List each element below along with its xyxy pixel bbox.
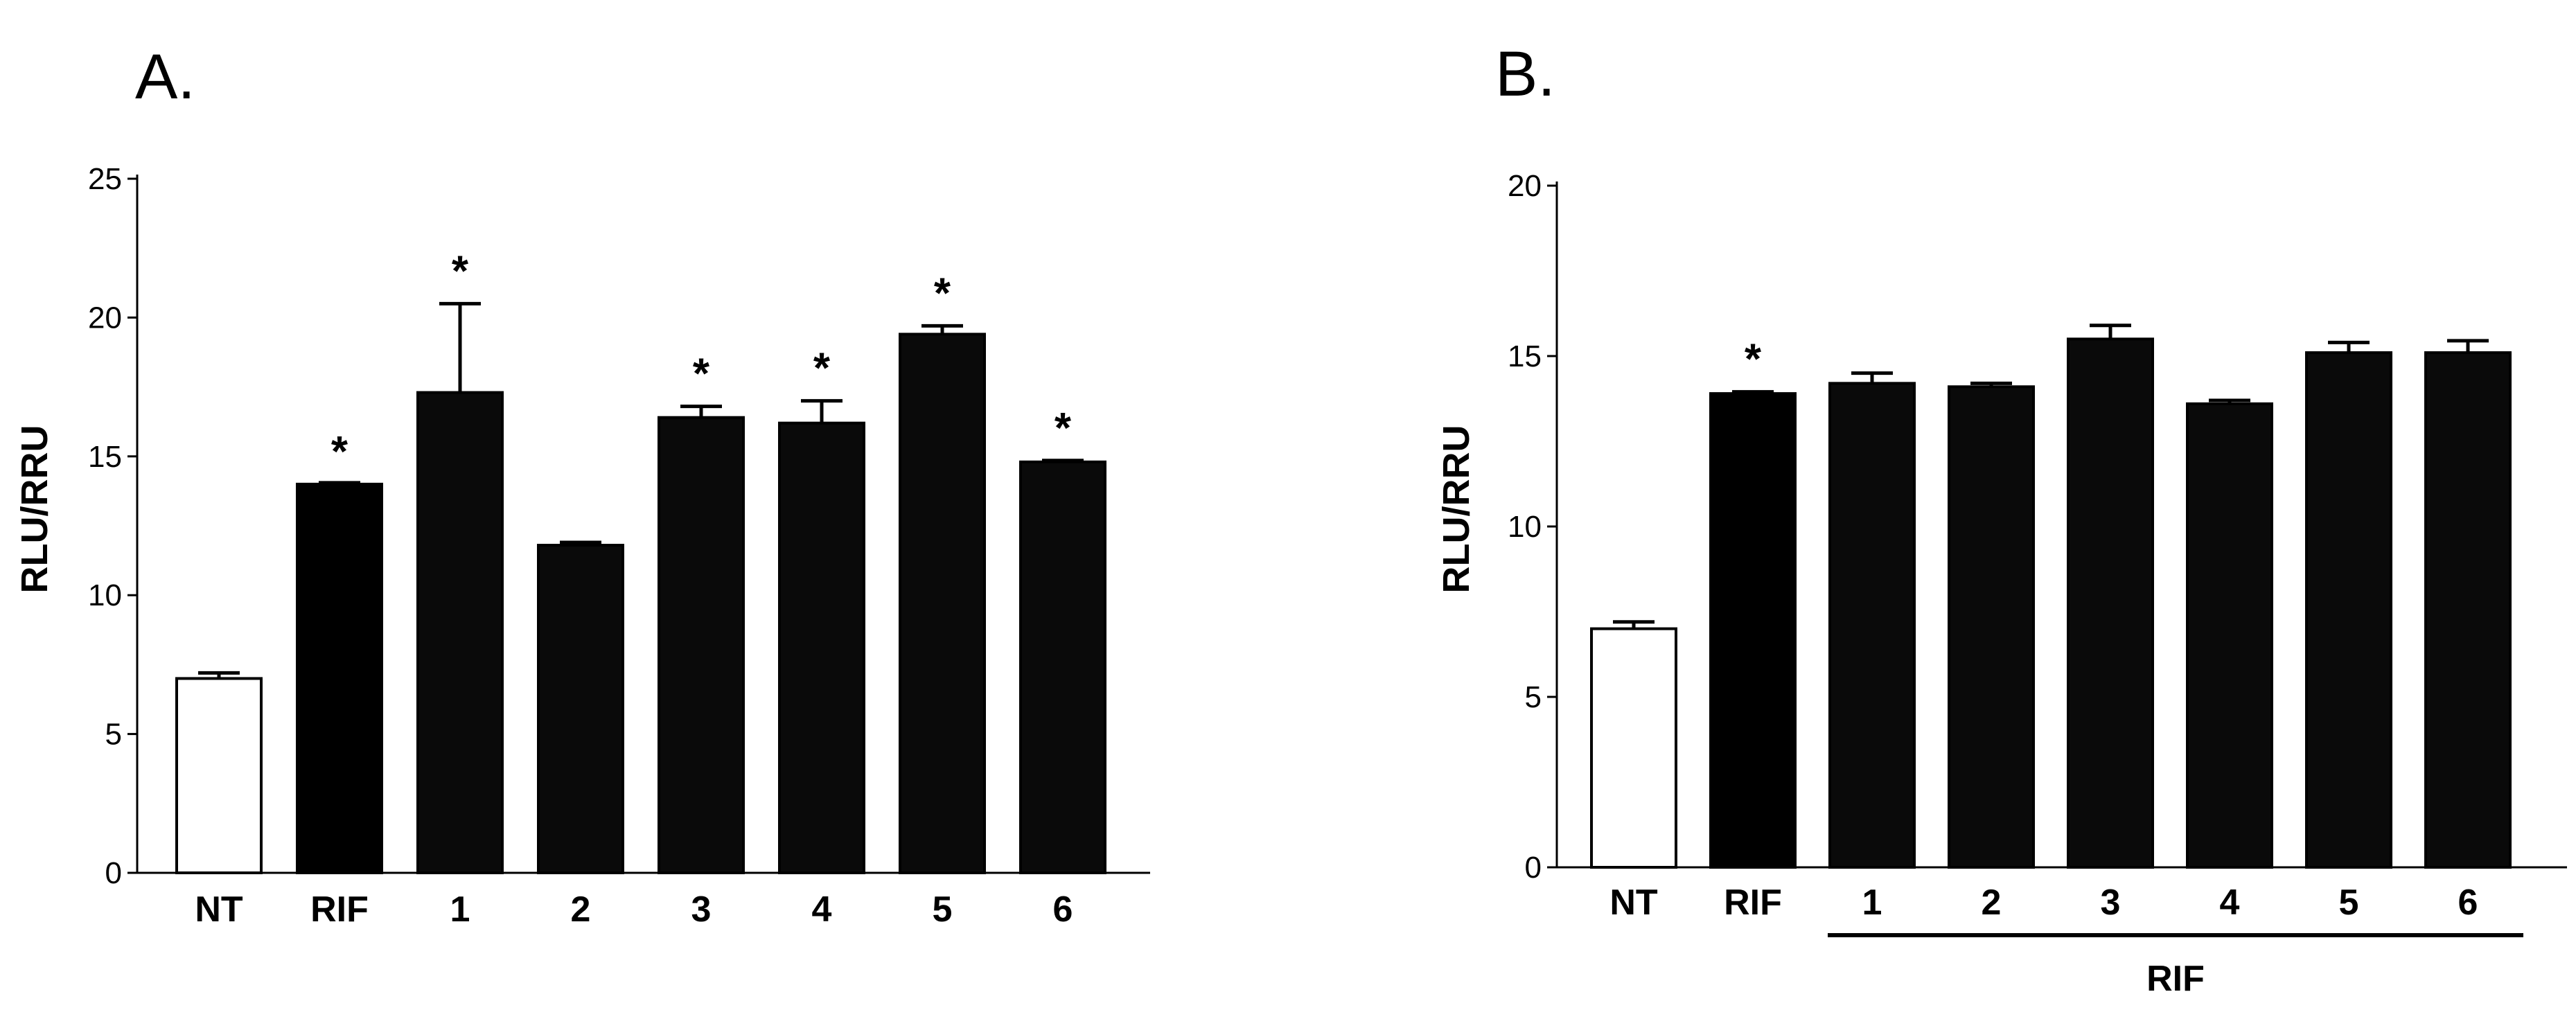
panel-b-category-label: 6 bbox=[2458, 883, 2478, 923]
panel-a-bar bbox=[899, 333, 986, 874]
panel-b-category-label: NT bbox=[1609, 883, 1658, 923]
panel-a-category-label: RIF bbox=[310, 889, 369, 930]
panel-b-category-label: 1 bbox=[1862, 883, 1882, 923]
panel-b-y-tick-label: 5 bbox=[1525, 680, 1542, 714]
panel-a-category-label: 5 bbox=[933, 889, 953, 930]
panel-b-bar bbox=[2186, 402, 2273, 869]
panel-b-category-label: 3 bbox=[2101, 883, 2121, 923]
panel-a-significance-star: * bbox=[452, 247, 469, 295]
panel-a-category-label: 3 bbox=[691, 889, 712, 930]
panel-b-category-label: 5 bbox=[2339, 883, 2359, 923]
panel-b-y-axis-title: RLU/RRU bbox=[1436, 425, 1477, 594]
panel-b-y-tick-label: 20 bbox=[1508, 169, 1542, 203]
panel-a-significance-star: * bbox=[331, 428, 349, 476]
panel-a-chart: A. RLU/RRU 0 5 10 15 20 25 NT * RIF * 1 2 * 3 * 4 * 5 * 6 bbox=[14, 42, 1150, 930]
panel-b-bar bbox=[1590, 627, 1677, 869]
panel-a-y-tick-label: 5 bbox=[105, 718, 122, 752]
panel-b-group-label: RIF bbox=[2146, 959, 2205, 999]
panel-b-significance-star: * bbox=[1745, 336, 1762, 384]
panel-a-category-label: 6 bbox=[1053, 889, 1073, 930]
panel-a-y-tick-label: 20 bbox=[88, 301, 122, 335]
panel-a-y-tick-label: 15 bbox=[88, 440, 122, 474]
panel-b-category-label: 4 bbox=[2220, 883, 2240, 923]
panel-a-category-label: 4 bbox=[812, 889, 832, 930]
panel-a-significance-star: * bbox=[693, 351, 710, 398]
panel-a-y-tick-label: 0 bbox=[105, 856, 122, 890]
panel-b-y-tick-label: 0 bbox=[1525, 851, 1542, 885]
panel-a-y-tick-label: 25 bbox=[88, 162, 122, 196]
panel-b-bar bbox=[1948, 385, 2035, 869]
panel-b-category-label: 2 bbox=[1982, 883, 2002, 923]
panel-a-significance-star: * bbox=[1055, 405, 1072, 452]
panel-a-category-label: 2 bbox=[571, 889, 591, 930]
panel-b-y-tick-label: 15 bbox=[1508, 339, 1542, 373]
panel-a-bar bbox=[658, 416, 745, 874]
panel-a-bar bbox=[296, 482, 383, 874]
panel-b-panel-letter: B. bbox=[1495, 39, 1555, 109]
panel-a-y-axis-title: RLU/RRU bbox=[14, 425, 55, 594]
panel-a-bar bbox=[416, 391, 504, 874]
panel-b-y-tick-label: 10 bbox=[1508, 510, 1542, 544]
panel-b-chart: B. RLU/RRU 0 5 10 15 20 NT * RIF 1 2 3 4 5 6 RIF bbox=[1436, 39, 2567, 999]
panel-a-significance-star: * bbox=[934, 269, 951, 317]
panel-a-panel-letter: A. bbox=[135, 42, 195, 112]
panel-b-category-label: RIF bbox=[1724, 883, 1782, 923]
panel-a-bar bbox=[1019, 460, 1106, 874]
panel-b-bar bbox=[1709, 392, 1797, 869]
panel-a-bar bbox=[537, 544, 624, 875]
panel-a-bar bbox=[175, 677, 263, 874]
panel-b-bar bbox=[2305, 351, 2392, 869]
panel-b-bar bbox=[1828, 382, 1916, 869]
panel-b-bar bbox=[2424, 351, 2512, 869]
panel-a-y-tick-label: 10 bbox=[88, 578, 122, 612]
panel-a-bar bbox=[778, 421, 865, 874]
panel-a-category-label: NT bbox=[195, 889, 243, 930]
panel-b-bar bbox=[2067, 337, 2154, 869]
panel-a-category-label: 1 bbox=[450, 889, 470, 930]
panel-a-significance-star: * bbox=[813, 345, 831, 393]
